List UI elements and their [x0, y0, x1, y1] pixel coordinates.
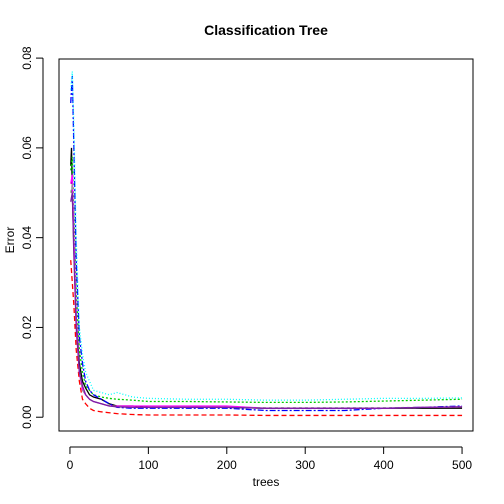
series-line-6: [70, 174, 463, 409]
y-tick-label: 0.06: [20, 136, 34, 160]
series-line-7: [70, 183, 463, 409]
x-tick-label: 500: [452, 458, 472, 472]
series-line-2: [70, 260, 463, 417]
y-tick-label: 0.02: [20, 315, 34, 339]
series-line-8: [70, 192, 463, 409]
y-axis-title: Error: [3, 227, 17, 254]
series-line-3: [70, 156, 463, 404]
x-tick-label: 200: [217, 458, 237, 472]
series-line-1: [70, 147, 463, 409]
y-tick-label: 0.08: [20, 46, 34, 70]
x-tick-label: 400: [374, 458, 394, 472]
y-tick-label: 0.00: [20, 405, 34, 429]
axes-layer: 0 100 200 300 400 500 0.00 0.02 0.04 0.06 0.08: [20, 46, 472, 472]
series-line-5: [70, 71, 463, 401]
plot-frame: [58, 58, 474, 432]
series-layer: [70, 71, 463, 417]
x-tick-label: 100: [138, 458, 158, 472]
x-tick-label: 300: [295, 458, 315, 472]
chart-title: Classification Tree: [204, 22, 328, 38]
x-axis-title: trees: [253, 475, 280, 489]
y-tick-label: 0.04: [20, 226, 34, 250]
x-tick-label: 0: [67, 458, 74, 472]
series-line-4: [70, 76, 463, 412]
